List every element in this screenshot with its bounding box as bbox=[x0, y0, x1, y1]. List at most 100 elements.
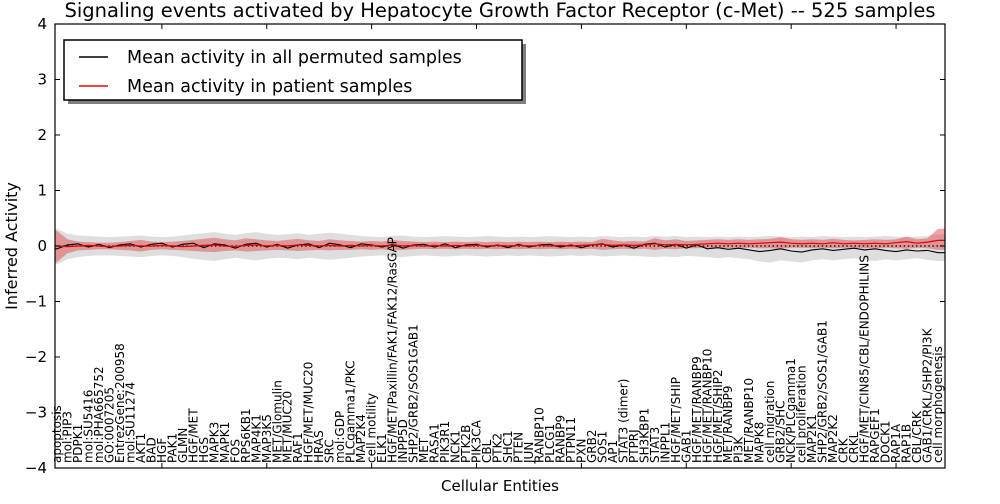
y-tick-label: 3 bbox=[37, 71, 47, 89]
x-tick-label: JUN bbox=[522, 442, 536, 464]
x-tick-label: MAPK1 bbox=[218, 422, 232, 463]
y-tick-labels: 4 3 2 1 0 −1 −2 −3 −4 bbox=[25, 15, 47, 477]
x-tick-label: RPS6KB1 bbox=[239, 408, 253, 463]
x-tick-label: MAP2K2 bbox=[826, 414, 840, 463]
x-tick-label: PIK3R1 bbox=[438, 421, 452, 463]
x-tick-label: mol:SU11274 bbox=[123, 382, 137, 463]
x-tick-label: MAPK3 bbox=[207, 422, 221, 463]
x-tick-label: HGF/MET/Paxillin/FAK1/FAK12/RasGAP bbox=[386, 237, 400, 463]
x-tick-label: RANBP9 bbox=[553, 415, 567, 463]
x-tick-label: MET/Glomulin bbox=[270, 380, 284, 463]
x-tick-label: AKT1 bbox=[134, 433, 148, 463]
x-tick-label: INPPL1 bbox=[658, 422, 672, 463]
y-tick-label: −2 bbox=[25, 348, 47, 366]
legend-box bbox=[63, 39, 523, 101]
x-tick-label: HGF/MET/SHIP2 bbox=[711, 369, 725, 463]
x-tick-label: STAT3 (dimer) bbox=[616, 379, 630, 463]
y-tick-label: 1 bbox=[37, 182, 47, 200]
x-tick-label: INPP5D bbox=[396, 419, 410, 463]
y-tick-label: 2 bbox=[37, 126, 47, 144]
x-tick-label: PDPK1 bbox=[71, 424, 85, 463]
x-tick-label: HGF/MET/CIN85/CBL/ENDOPHILINS bbox=[858, 255, 872, 463]
x-tick-label: MAP3K5 bbox=[260, 414, 274, 463]
x-tick-label: CRK bbox=[837, 437, 851, 463]
x-tick-label: HGF/MET/RANBP10 bbox=[700, 349, 714, 463]
x-tick-label: MAP2K1 bbox=[805, 414, 819, 463]
x-tick-label: mol:SU5416 bbox=[82, 390, 96, 463]
x-tick-label: HGF/MET/SHIP bbox=[669, 377, 683, 463]
x-tick-label: mol:PHA665752 bbox=[92, 366, 106, 463]
x-tick-label: GO:0007205 bbox=[102, 387, 116, 463]
series-lines bbox=[55, 239, 945, 254]
x-tick-label: ELK1 bbox=[375, 433, 389, 463]
x-tick-label: STAT3 bbox=[648, 427, 662, 463]
x-tick-label: RAPGEF1 bbox=[868, 408, 882, 463]
x-tick-label: MET/MUC20 bbox=[281, 391, 295, 463]
x-tick-label: RAF1 bbox=[291, 432, 305, 463]
x-tick-label: CBL/CRK bbox=[910, 410, 924, 463]
x-tick-label: DOCK1 bbox=[879, 420, 893, 463]
x-tick-label: CRKL bbox=[847, 431, 861, 463]
x-tick-label: SHC1 bbox=[501, 430, 515, 463]
x-tick-label: GLMN bbox=[176, 428, 190, 463]
x-tick-label: MET bbox=[417, 437, 431, 463]
x-tick-label: PTK2 bbox=[491, 433, 505, 463]
x-tick-label: MAP2K4 bbox=[354, 414, 368, 463]
x-tick-label: GRB2 bbox=[585, 429, 599, 463]
x-tick-label: RAP1A bbox=[889, 423, 903, 463]
x-tick-label: NCK/PLCgamma1 bbox=[784, 358, 798, 463]
x-tick-label: MAPK8 bbox=[753, 422, 767, 463]
y-axis-label: Inferred Activity bbox=[2, 182, 21, 310]
x-tick-label: HGF bbox=[155, 438, 169, 463]
x-tick-label: PLCG1 bbox=[543, 424, 557, 463]
x-tick-label: SHP2/GRB2/SOS1/GAB1 bbox=[816, 320, 830, 463]
x-tick-label: RAP1B bbox=[900, 424, 914, 463]
x-tick-label: HGF/MET/RANBP9 bbox=[690, 356, 704, 463]
x-tick-label: PTEN bbox=[512, 432, 526, 463]
x-tick-label: SH3KBP1 bbox=[637, 408, 651, 463]
x-tick-label: SRC bbox=[323, 439, 337, 463]
patient-mean-line bbox=[55, 239, 945, 248]
x-tick-label: mol:GDP bbox=[333, 411, 347, 463]
x-tick-label: MET/RANBP10 bbox=[742, 378, 756, 463]
x-tick-label: HGF/MET bbox=[186, 408, 200, 463]
x-tick-label: GRB2/SHC bbox=[774, 400, 788, 463]
x-axis-label: Cellular Entities bbox=[441, 477, 559, 495]
x-tick-label: cell morphogenesis bbox=[931, 346, 945, 463]
chart-title: Signaling events activated by Hepatocyte… bbox=[65, 0, 936, 22]
permuted-band bbox=[55, 228, 945, 265]
legend-label-patient: Mean activity in patient samples bbox=[127, 77, 412, 97]
x-tick-label: BAD bbox=[144, 437, 158, 463]
x-tick-label: PTK2B bbox=[459, 425, 473, 463]
x-tick-label: MAP4K1 bbox=[249, 414, 263, 463]
x-tick-label: FOS bbox=[228, 439, 242, 463]
y-tick-label: −4 bbox=[25, 459, 47, 477]
x-tick-label: AP1 bbox=[606, 440, 620, 463]
plot-frame bbox=[54, 23, 946, 469]
x-tick-label: NCK1 bbox=[449, 430, 463, 463]
x-tick-labels: apoptosismol:PIP3PDPK1mol:SU5416mol:PHA6… bbox=[50, 237, 945, 464]
x-tick-label: PLCgamma1/PKC bbox=[344, 360, 358, 463]
x-tick-label: HGS bbox=[197, 437, 211, 463]
x-tick-label: HGF/MET/MUC20 bbox=[302, 362, 316, 463]
x-tick-label: EntrezGene:200958 bbox=[113, 343, 127, 463]
x-tick-label: PAK1 bbox=[165, 433, 179, 463]
x-tick-label: GAB1/CRKL/SHP2/PI3K bbox=[921, 327, 935, 463]
y-tick-label: 0 bbox=[37, 237, 47, 255]
legend-label-permuted: Mean activity in all permuted samples bbox=[127, 48, 462, 68]
y-tick-label: −1 bbox=[25, 293, 47, 311]
x-tick-label: SHP2/GRB2/SOS1GAB1 bbox=[407, 324, 421, 463]
x-tick-label: SOS1 bbox=[595, 431, 609, 463]
x-tick-label: MET/RANBP9 bbox=[721, 386, 735, 463]
x-tick-label: RANBP10 bbox=[533, 407, 547, 463]
x-tick-label: HRAS bbox=[312, 430, 326, 463]
x-tick-label: mol:PIP3 bbox=[61, 411, 75, 463]
x-tick-label: RASA1 bbox=[428, 423, 442, 463]
x-tick-label: PIK3CA bbox=[470, 419, 484, 463]
x-tick-label: PTPN11 bbox=[564, 417, 578, 463]
x-tick-label: PTPRJ bbox=[627, 429, 641, 463]
x-tick-label: cell motility bbox=[365, 393, 379, 463]
x-tick-label: PI3K bbox=[732, 436, 746, 463]
